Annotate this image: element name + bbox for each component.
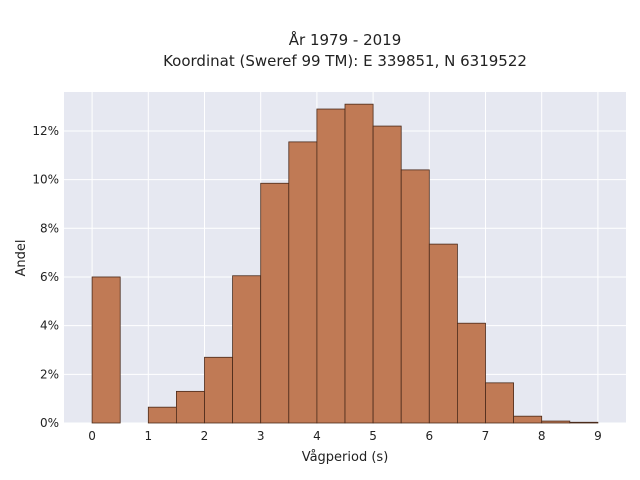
x-tick-label: 6 (425, 429, 433, 443)
x-axis-label: Vågperiod (s) (302, 450, 389, 465)
histogram-bar (316, 108, 346, 424)
histogram-bar (288, 141, 318, 424)
y-tick-label: 6% (40, 270, 59, 284)
histogram-bar (204, 356, 234, 424)
x-tick-label: 2 (201, 429, 209, 443)
x-axis-ticks: 0 1 2 3 4 5 6 7 8 9 (88, 429, 601, 443)
histogram-bar (147, 406, 177, 424)
chart-title-line2: Koordinat (Sweref 99 TM): E 339851, N 63… (163, 52, 527, 70)
y-axis-label: Andel (14, 240, 29, 277)
bars (91, 103, 599, 424)
y-tick-label: 4% (40, 319, 59, 333)
x-tick-label: 1 (144, 429, 152, 443)
histogram-bar (400, 169, 430, 424)
x-tick-label: 7 (482, 429, 490, 443)
y-tick-label: 2% (40, 367, 59, 381)
y-tick-label: 12% (32, 124, 59, 138)
y-tick-label: 8% (40, 221, 59, 235)
histogram-bar (175, 390, 205, 424)
y-tick-label: 0% (40, 416, 59, 430)
histogram-bar (344, 103, 374, 424)
x-tick-label: 8 (538, 429, 546, 443)
histogram-bar (372, 125, 402, 424)
x-tick-label: 5 (369, 429, 377, 443)
x-tick-label: 0 (88, 429, 96, 443)
y-axis-ticks: 0% 2% 4% 6% 8% 10% 12% (32, 124, 59, 430)
histogram-bar (485, 382, 515, 424)
histogram-bar (428, 243, 458, 424)
histogram-bar (513, 415, 543, 424)
x-tick-label: 3 (257, 429, 265, 443)
histogram-bar (541, 420, 571, 424)
chart-title-line1: År 1979 - 2019 (289, 30, 402, 49)
histogram-bar (91, 276, 121, 424)
x-tick-label: 9 (594, 429, 602, 443)
histogram-bar (456, 322, 486, 424)
histogram-bar (569, 421, 599, 424)
histogram-bar (232, 275, 262, 424)
histogram-bar (260, 182, 290, 424)
x-tick-label: 4 (313, 429, 321, 443)
y-tick-label: 10% (32, 173, 59, 187)
